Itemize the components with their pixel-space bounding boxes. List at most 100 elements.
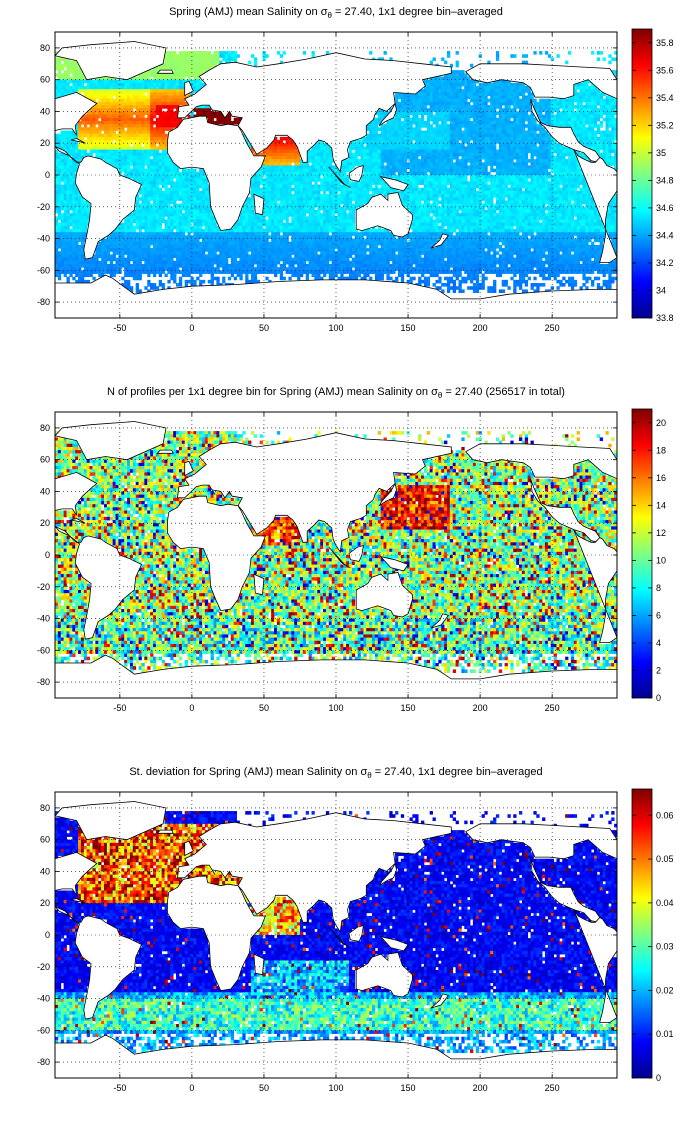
data-cell bbox=[498, 162, 503, 166]
data-cell bbox=[196, 73, 200, 77]
data-cell bbox=[259, 171, 263, 176]
data-cell bbox=[227, 57, 232, 61]
data-cell bbox=[455, 60, 459, 65]
data-cell bbox=[259, 168, 263, 173]
data-cell bbox=[507, 92, 511, 96]
data-cell bbox=[426, 133, 431, 138]
data-cell bbox=[170, 175, 174, 179]
data-cell bbox=[374, 181, 379, 185]
data-cell bbox=[63, 86, 67, 90]
data-cell bbox=[302, 194, 307, 198]
data-cell bbox=[176, 197, 180, 201]
data-cell bbox=[582, 124, 586, 128]
data-cell bbox=[415, 111, 419, 116]
data-cell bbox=[147, 187, 151, 192]
data-cell bbox=[452, 152, 456, 157]
data-cell bbox=[152, 136, 157, 141]
data-cell bbox=[464, 79, 468, 84]
data-cell bbox=[274, 194, 278, 198]
data-cell bbox=[135, 162, 139, 166]
data-cell bbox=[568, 95, 572, 100]
data-cell bbox=[570, 159, 575, 163]
data-cell bbox=[510, 108, 514, 112]
data-cell bbox=[510, 178, 514, 182]
data-cell bbox=[366, 168, 370, 173]
data-cell bbox=[415, 124, 419, 128]
data-cell bbox=[363, 178, 367, 182]
data-cell bbox=[343, 165, 347, 170]
data-cell bbox=[501, 184, 505, 189]
data-cell bbox=[501, 98, 505, 103]
data-cell bbox=[72, 184, 76, 189]
data-cell bbox=[498, 89, 503, 93]
data-cell bbox=[444, 114, 448, 119]
data-cell bbox=[544, 181, 549, 185]
data-cell bbox=[190, 70, 194, 74]
data-cell bbox=[533, 140, 537, 144]
data-cell bbox=[435, 98, 439, 103]
data-cell bbox=[519, 133, 523, 138]
data-cell bbox=[285, 146, 289, 150]
data-cell bbox=[423, 133, 428, 138]
data-cell bbox=[392, 136, 396, 141]
data-cell bbox=[484, 133, 488, 138]
data-cell bbox=[63, 171, 67, 176]
data-cell bbox=[487, 92, 491, 96]
data-cell bbox=[559, 159, 563, 163]
data-cell bbox=[484, 140, 488, 144]
data-cell bbox=[429, 105, 433, 109]
data-cell bbox=[176, 120, 180, 125]
data-cell bbox=[69, 60, 73, 65]
data-cell bbox=[588, 190, 592, 195]
data-cell bbox=[438, 86, 442, 90]
data-cell bbox=[340, 171, 344, 176]
data-cell bbox=[193, 63, 197, 68]
data-cell bbox=[274, 155, 278, 160]
data-cell bbox=[475, 120, 480, 125]
data-cell bbox=[147, 70, 151, 74]
data-cell bbox=[173, 60, 177, 65]
data-cell bbox=[297, 152, 301, 157]
data-cell bbox=[519, 105, 523, 109]
data-cell bbox=[297, 162, 301, 166]
data-cell bbox=[495, 79, 500, 84]
data-cell bbox=[400, 143, 405, 147]
data-cell bbox=[69, 133, 73, 138]
data-cell bbox=[429, 146, 433, 150]
data-cell bbox=[432, 165, 436, 170]
data-cell bbox=[441, 152, 445, 157]
data-cell bbox=[435, 197, 439, 201]
data-cell bbox=[470, 159, 474, 163]
data-cell bbox=[438, 171, 442, 176]
data-cell bbox=[429, 175, 433, 179]
data-cell bbox=[66, 57, 70, 61]
data-cell bbox=[403, 95, 408, 100]
data-cell bbox=[141, 89, 145, 93]
data-cell bbox=[415, 155, 419, 160]
data-cell bbox=[446, 143, 451, 147]
data-cell bbox=[524, 105, 529, 109]
data-cell bbox=[158, 152, 163, 157]
data-cell bbox=[331, 175, 335, 179]
data-cell bbox=[530, 146, 534, 150]
data-cell bbox=[397, 146, 402, 150]
data-cell bbox=[112, 127, 116, 131]
data-cell bbox=[121, 140, 125, 144]
data-cell bbox=[507, 190, 511, 195]
data-cell bbox=[161, 86, 165, 90]
data-cell bbox=[363, 155, 367, 160]
data-cell bbox=[498, 181, 503, 185]
data-cell bbox=[559, 114, 563, 119]
data-cell bbox=[161, 181, 165, 185]
data-cell bbox=[455, 95, 459, 100]
data-cell bbox=[550, 187, 554, 192]
data-cell bbox=[253, 187, 258, 192]
data-cell bbox=[279, 168, 284, 173]
data-cell bbox=[421, 152, 425, 157]
data-cell bbox=[550, 143, 554, 147]
data-cell bbox=[487, 60, 491, 65]
data-cell bbox=[582, 143, 586, 147]
data-cell bbox=[75, 127, 79, 131]
data-cell bbox=[201, 63, 206, 68]
data-cell bbox=[582, 140, 586, 144]
